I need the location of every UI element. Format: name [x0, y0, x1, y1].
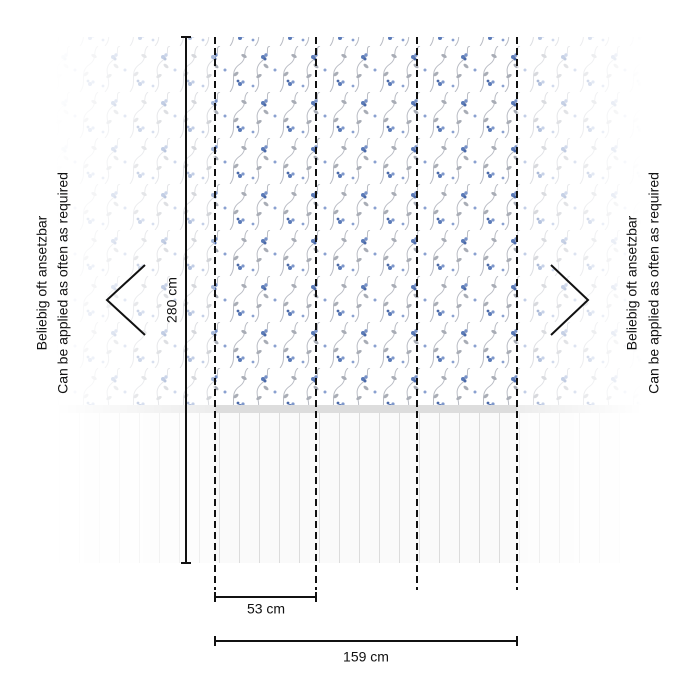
height-label: 280 cm — [164, 277, 180, 323]
left-note-de: Beliebig oft ansetzbar — [34, 215, 50, 350]
panel-width-label: 53 cm — [247, 601, 285, 617]
floral-panels — [215, 37, 517, 405]
left-chevron — [105, 264, 146, 336]
rail — [215, 405, 517, 413]
panel-seams — [214, 37, 518, 590]
wainscot — [215, 405, 517, 563]
right-chevron — [550, 264, 590, 336]
dimension-lines — [181, 36, 518, 646]
right-note-en: Can be applied as often as required — [646, 172, 662, 394]
faded-left-extension — [55, 37, 215, 563]
right-note-de: Beliebig oft ansetzbar — [624, 215, 640, 350]
total-width-label: 159 cm — [343, 649, 389, 665]
left-note-en: Can be applied as often as required — [55, 172, 71, 394]
faded-right-extension — [517, 37, 642, 563]
